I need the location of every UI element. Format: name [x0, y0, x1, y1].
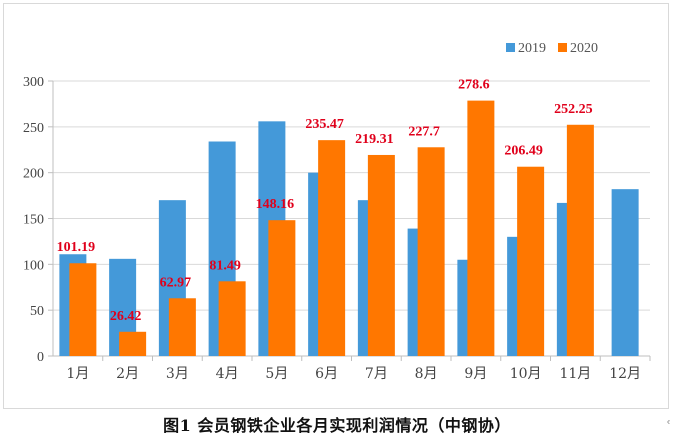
- bar-2020: [566, 124, 594, 356]
- x-tick-label: 1月: [66, 366, 89, 382]
- data-label-2020: 101.19: [57, 240, 96, 255]
- x-tick-label: 8月: [415, 366, 438, 382]
- x-tick-label: 4月: [216, 366, 239, 382]
- data-label-2020: 62.97: [160, 275, 192, 290]
- x-tick-label: 11月: [559, 366, 591, 382]
- y-tick-label: 200: [23, 167, 44, 182]
- bar-2020: [69, 263, 97, 356]
- bar-2020: [367, 154, 395, 356]
- data-label-2020: 26.42: [110, 309, 142, 324]
- figure-caption: 图1 会员钢铁企业各月实现利润情况（中钢协）: [163, 416, 511, 435]
- bar-2020: [268, 220, 296, 356]
- data-label-2020: 278.6: [458, 78, 490, 93]
- data-label-2020: 206.49: [504, 144, 543, 159]
- bar-2020: [318, 140, 346, 356]
- bar-2019: [611, 189, 639, 356]
- bar-2020: [517, 166, 545, 356]
- legend-swatch-2019: [506, 43, 515, 52]
- bar-2020: [417, 147, 445, 356]
- bar-2020: [119, 331, 147, 356]
- x-tick-label: 7月: [365, 366, 388, 382]
- x-tick-label: 6月: [315, 366, 338, 382]
- x-tick-label: 5月: [265, 366, 288, 382]
- x-tick-label: 9月: [464, 366, 487, 382]
- y-tick-label: 150: [23, 213, 44, 228]
- x-tick-label: 2月: [116, 366, 139, 382]
- bar-2020: [467, 100, 495, 356]
- bar-2020: [168, 298, 196, 356]
- data-label-2020: 252.25: [554, 102, 593, 117]
- y-tick-label: 300: [23, 75, 44, 90]
- y-tick-label: 0: [37, 350, 44, 365]
- legend-swatch-2020: [558, 43, 567, 52]
- corner-mark: ᶜ: [667, 418, 670, 429]
- data-label-2020: 148.16: [256, 197, 295, 212]
- y-tick-label: 250: [23, 121, 44, 136]
- x-tick-label: 10月: [510, 366, 542, 382]
- y-tick-label: 100: [23, 258, 44, 273]
- bar-chart: 0 50 100 150 200 250 300 101.19 1月 26.42 2月 62.97 3月…: [23, 41, 651, 382]
- x-tick-label: 12月: [609, 366, 641, 382]
- data-label-2020: 81.49: [209, 258, 241, 273]
- data-label-2020: 227.7: [408, 124, 440, 139]
- legend-label-2019: 2019: [518, 41, 546, 56]
- y-tick-label: 50: [30, 304, 44, 319]
- bar-2020: [218, 281, 246, 356]
- x-tick-label: 3月: [166, 366, 189, 382]
- legend-label-2020: 2020: [570, 41, 598, 56]
- data-label-2020: 219.31: [355, 132, 394, 147]
- data-label-2020: 235.47: [305, 117, 344, 132]
